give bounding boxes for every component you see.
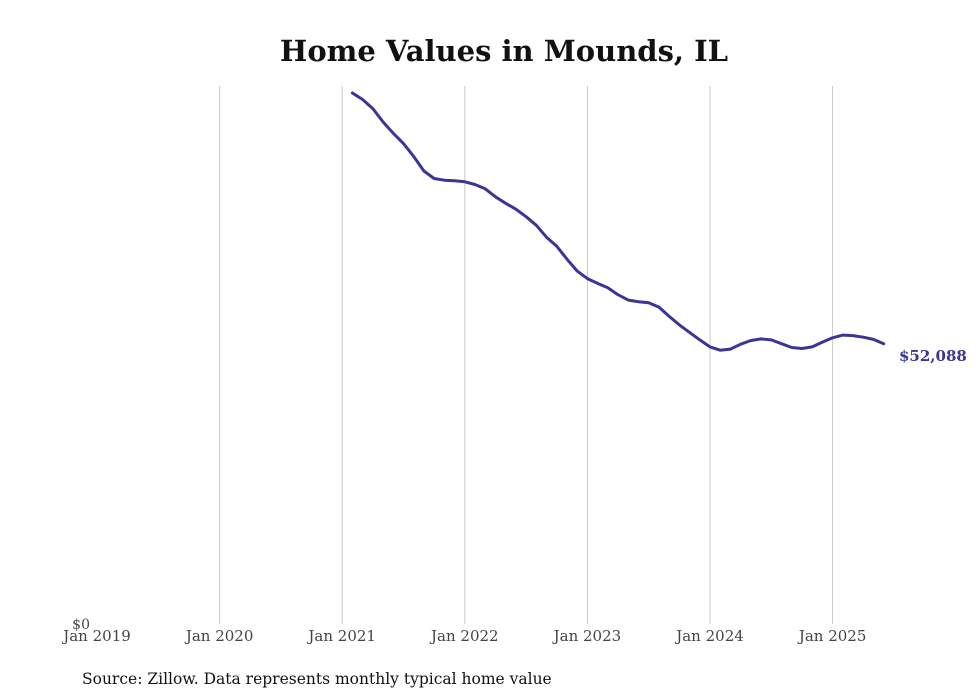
y-tick-label-zero: $0 [72, 617, 90, 633]
source-note: Source: Zillow. Data represents monthly … [82, 670, 552, 688]
x-tick-label: Jan 2022 [429, 627, 499, 645]
end-value-label: $52,088 [899, 347, 967, 365]
x-tick-label: Jan 2024 [674, 627, 744, 645]
chart-title: Home Values in Mounds, IL [280, 34, 728, 68]
x-tick-label: Jan 2021 [306, 627, 376, 645]
x-tick-label: Jan 2020 [184, 627, 254, 645]
x-tick-label: Jan 2019 [61, 627, 131, 645]
x-tick-label: Jan 2023 [552, 627, 622, 645]
series-line [350, 91, 886, 352]
x-axis-ticks: Jan 2019 Jan 2020 Jan 2021 Jan 2022 Jan 2023… [61, 627, 866, 645]
x-tick-label: Jan 2025 [797, 627, 867, 645]
gridlines [219, 86, 834, 624]
